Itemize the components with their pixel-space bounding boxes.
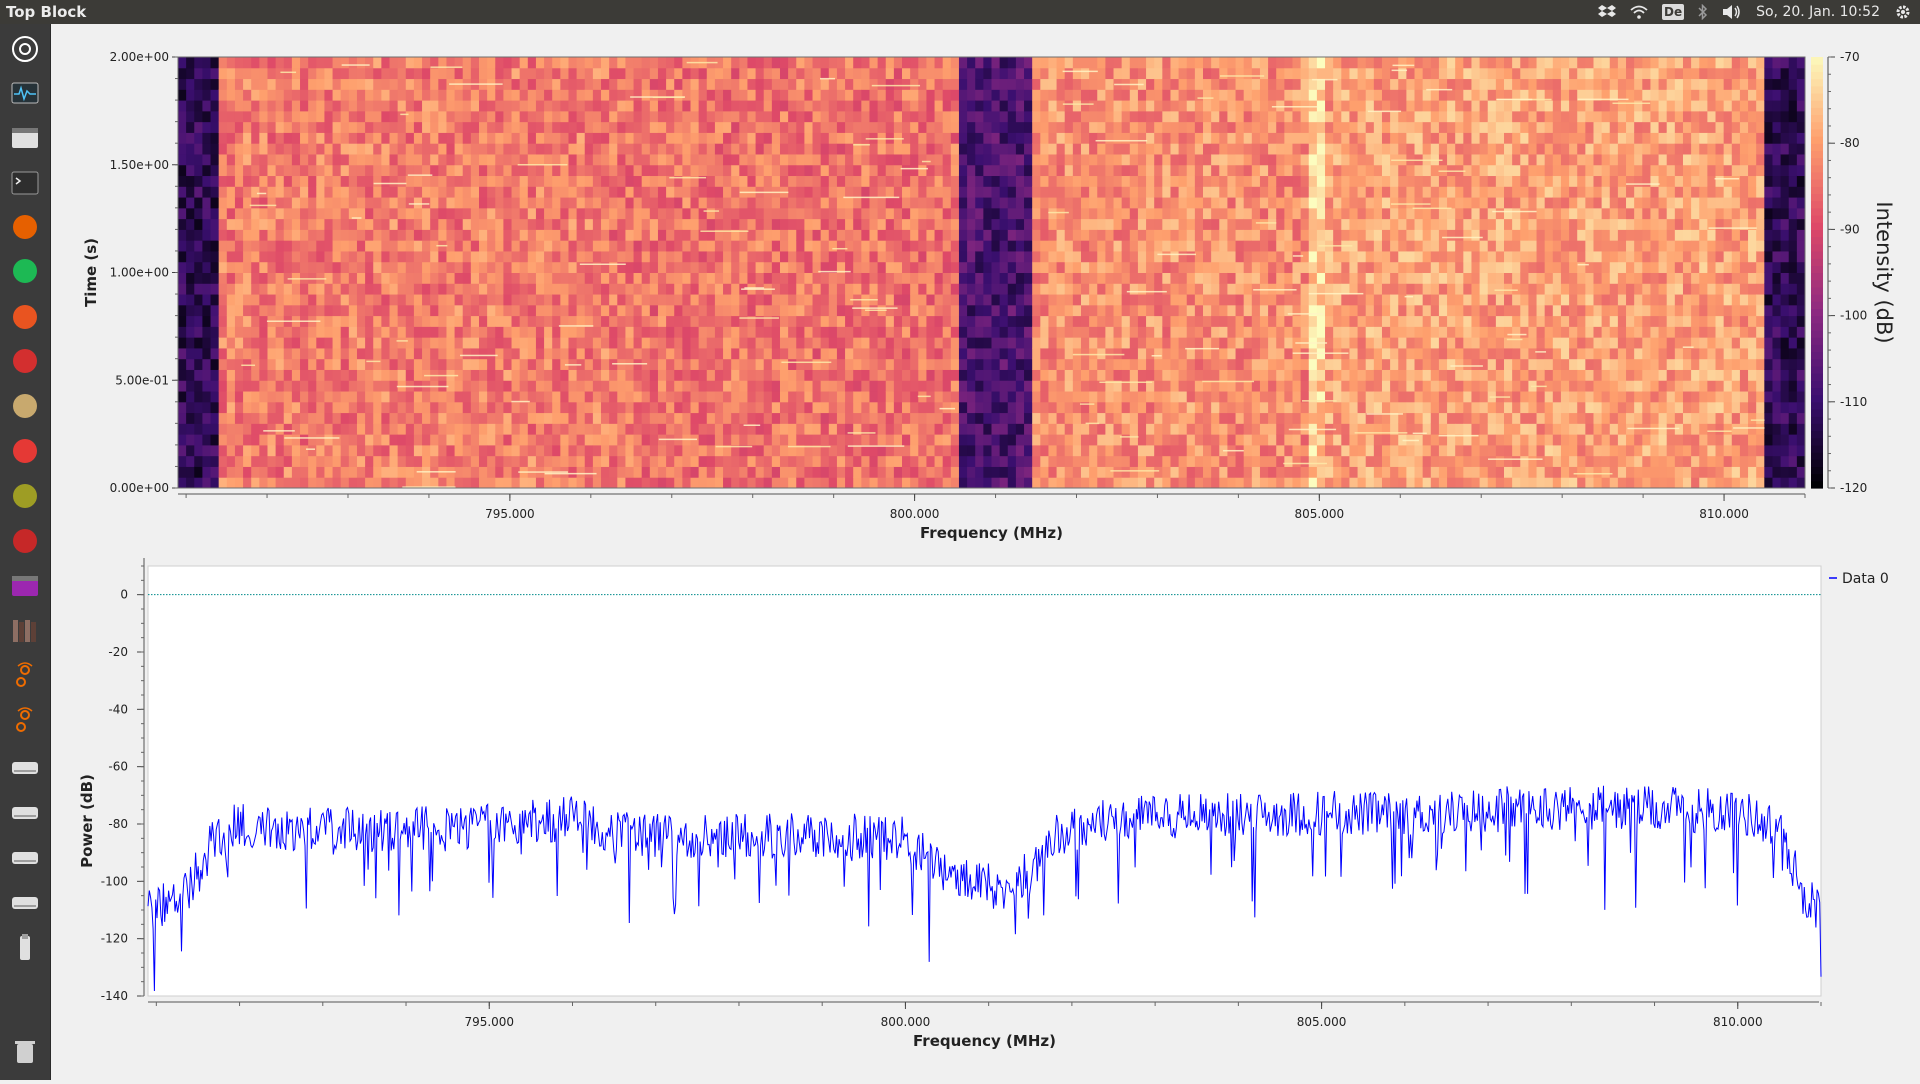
library-icon[interactable] <box>6 612 44 650</box>
x-axis-label: Frequency (MHz) <box>920 524 1063 542</box>
y-tick-label: -20 <box>108 645 128 659</box>
launcher <box>0 24 51 1080</box>
colorbar-tick-label: -90 <box>1840 222 1860 236</box>
spotify-icon[interactable] <box>6 252 44 290</box>
y-tick-label: -60 <box>108 760 128 774</box>
y-axis-label: Time (s) <box>82 238 100 307</box>
usb-drive-icon[interactable] <box>6 929 44 967</box>
keyboard-layout-icon[interactable]: De <box>1662 4 1684 20</box>
terminal-icon[interactable] <box>6 164 44 202</box>
x-tick-label: 805.000 <box>1297 1015 1347 1029</box>
x-tick-label: 810.000 <box>1699 507 1749 521</box>
ubuntu-dash-icon[interactable] <box>6 30 44 68</box>
y-tick-label: 1.50e+00 <box>110 158 169 172</box>
y-tick-label: -100 <box>101 874 128 888</box>
window-icon[interactable] <box>6 567 44 605</box>
y-tick-label: 2.00e+00 <box>110 50 169 64</box>
colorbar-tick-label: -110 <box>1840 395 1867 409</box>
system-tray: De So, 20. Jan. 10:52 <box>1598 0 1912 24</box>
colorbar-tick-label: -100 <box>1840 309 1867 323</box>
settings-gear-icon[interactable] <box>1894 3 1912 21</box>
drive-icon-2[interactable] <box>6 793 44 831</box>
inkscape-icon[interactable] <box>6 477 44 515</box>
gnuradio-companion-icon[interactable] <box>6 657 44 695</box>
y-tick-label: -80 <box>108 817 128 831</box>
y-axis-label: Power (dB) <box>78 774 96 868</box>
fritzing-icon[interactable] <box>6 522 44 560</box>
x-tick-label: 805.000 <box>1295 507 1345 521</box>
dropbox-icon[interactable] <box>1598 4 1616 20</box>
drive-icon-4[interactable] <box>6 883 44 921</box>
volume-icon[interactable] <box>1722 4 1742 20</box>
file-manager-icon[interactable] <box>6 119 44 157</box>
plots-canvas: 0.00e+00 5.00e-01 1.00e+00 1.50e+00 2.00e+00… <box>51 24 1920 1080</box>
software-center-icon[interactable] <box>6 298 44 336</box>
waterfall-plot[interactable]: 0.00e+00 5.00e-01 1.00e+00 1.50e+00 2.00e+00… <box>82 50 1896 542</box>
archive-manager-icon[interactable] <box>6 387 44 425</box>
drive-icon-3[interactable] <box>6 838 44 876</box>
frequency-plot[interactable]: 0 -20 -40 -60 -80 -100 -120 -140 Power (dB) 795.0… <box>78 558 1889 1050</box>
system-monitor-icon[interactable] <box>6 74 44 112</box>
waterfall-cells <box>178 57 1806 489</box>
bluetooth-icon[interactable] <box>1698 4 1708 20</box>
frequency-plot-canvas <box>148 566 1821 996</box>
y-tick-label: 0 <box>120 588 128 602</box>
y-tick-label: -40 <box>108 702 128 716</box>
window-title: Top Block <box>6 3 86 21</box>
y-tick-label: 5.00e-01 <box>115 373 169 387</box>
gnuradio-companion-icon-2[interactable] <box>6 702 44 740</box>
clock[interactable]: So, 20. Jan. 10:52 <box>1756 4 1880 20</box>
colorbar-tick-label: -120 <box>1840 481 1867 495</box>
trash-icon[interactable] <box>6 1032 44 1070</box>
x-axis-label: Frequency (MHz) <box>913 1032 1056 1050</box>
y-tick-label: 0.00e+00 <box>110 481 169 495</box>
ltspice-icon[interactable] <box>6 342 44 380</box>
y-tick-label: 1.00e+00 <box>110 266 169 280</box>
x-tick-label: 795.000 <box>485 507 535 521</box>
colorbar <box>1811 57 1823 489</box>
y-tick-label: -120 <box>101 932 128 946</box>
x-tick-label: 800.000 <box>890 507 940 521</box>
x-tick-label: 810.000 <box>1713 1015 1763 1029</box>
colorbar-tick-label: -80 <box>1840 136 1860 150</box>
firefox-icon[interactable] <box>6 208 44 246</box>
legend-entry[interactable]: Data 0 <box>1842 571 1889 587</box>
drive-icon-1[interactable] <box>6 748 44 786</box>
top-panel: Top Block De So, 20. Jan. 10:52 <box>0 0 1920 24</box>
settings-tool-icon[interactable] <box>6 432 44 470</box>
plot-area: 0.00e+00 5.00e-01 1.00e+00 1.50e+00 2.00e+00… <box>51 24 1920 1080</box>
x-tick-label: 800.000 <box>881 1015 931 1029</box>
colorbar-tick-label: -70 <box>1840 50 1860 64</box>
x-tick-label: 795.000 <box>464 1015 514 1029</box>
y-tick-label: -140 <box>101 989 128 1003</box>
colorbar-label: Intensity (dB) <box>1872 201 1896 343</box>
wifi-icon[interactable] <box>1630 5 1648 19</box>
